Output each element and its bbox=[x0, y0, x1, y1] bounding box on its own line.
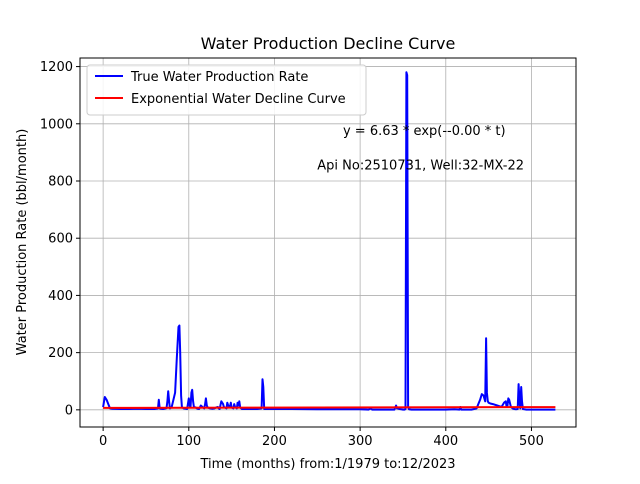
x-tick-label: 0 bbox=[99, 434, 107, 449]
plot-area-background bbox=[80, 58, 576, 427]
x-tick-label: 300 bbox=[348, 434, 373, 449]
x-axis-label: Time (months) from:1/1979 to:12/2023 bbox=[199, 457, 455, 472]
fit-equation-annotation: y = 6.63 * exp(--0.00 * t) bbox=[343, 124, 506, 139]
y-tick-label: 1200 bbox=[40, 60, 73, 75]
y-tick-label: 200 bbox=[48, 346, 73, 361]
legend-box bbox=[86, 64, 367, 116]
legend: True Water Production Rate Exponential W… bbox=[86, 64, 367, 116]
y-tick-label: 1000 bbox=[40, 117, 73, 132]
axis-ticks: 0 100 200 300 400 500 0 200 400 600 800 1000 1200 bbox=[40, 60, 544, 449]
legend-label-exp-decline: Exponential Water Decline Curve bbox=[131, 92, 346, 107]
series-line-exp-decline bbox=[103, 406, 556, 409]
y-axis-label: Water Production Rate (bbl/month) bbox=[15, 129, 30, 356]
x-tick-label: 500 bbox=[519, 434, 544, 449]
legend-label-true-rate: True Water Production Rate bbox=[130, 70, 308, 85]
y-tick-label: 600 bbox=[48, 232, 73, 247]
y-tick-label: 400 bbox=[48, 289, 73, 304]
x-tick-label: 100 bbox=[176, 434, 201, 449]
x-tick-label: 400 bbox=[433, 434, 458, 449]
chart-title: Water Production Decline Curve bbox=[201, 34, 456, 53]
plot-area-frame bbox=[79, 57, 577, 428]
series-lines bbox=[102, 71, 556, 411]
well-info-annotation: Api No:2510731, Well:32-MX-22 bbox=[317, 159, 524, 174]
series-line-true-rate bbox=[102, 71, 556, 411]
y-tick-label: 800 bbox=[48, 175, 73, 190]
y-tick-label: 0 bbox=[65, 403, 73, 418]
x-tick-label: 200 bbox=[262, 434, 287, 449]
